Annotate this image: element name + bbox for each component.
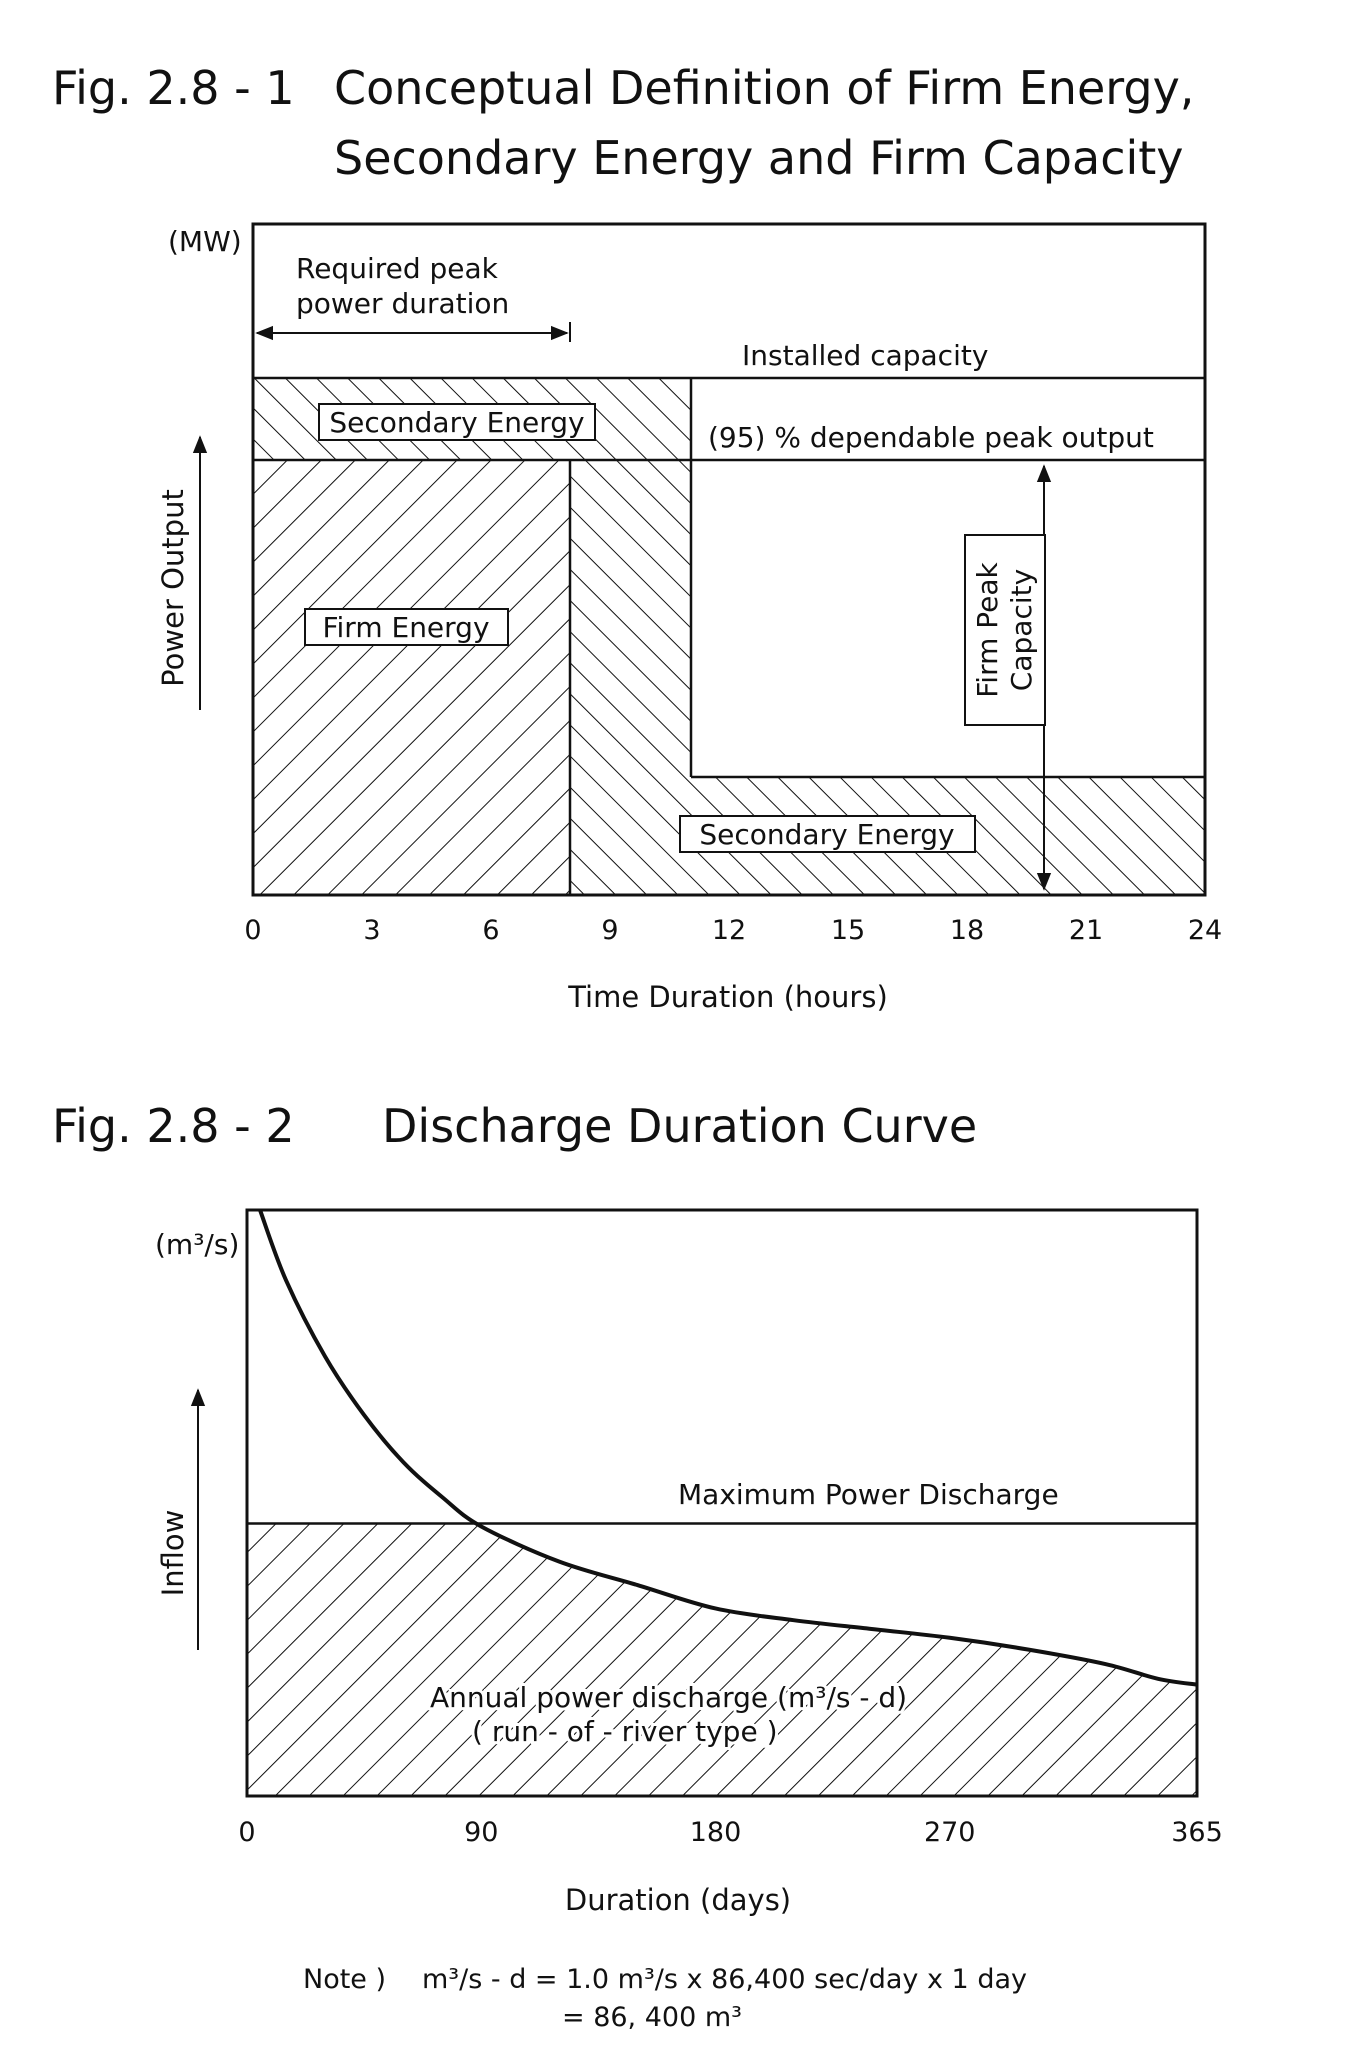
fig1-tick-label: 6: [482, 915, 499, 946]
annual-power-discharge-area: [247, 1523, 1197, 1796]
fig1-frame: [251, 222, 1207, 897]
fig1-tick-label: 18: [950, 915, 984, 946]
max-power-label: Maximum Power Discharge: [678, 1478, 1059, 1511]
annual-label-1: Annual power discharge (m³/s - d): [430, 1681, 907, 1714]
fig2-tick-label: 0: [238, 1817, 255, 1848]
fig2-x-label: Duration (days): [565, 1883, 791, 1917]
secondary-bottom-box: [679, 815, 976, 853]
installed-capacity-label: Installed capacity: [742, 339, 988, 372]
firm-energy-area: [253, 460, 570, 895]
fig2-tick-label: 90: [464, 1817, 498, 1848]
firm-peak-box: [964, 534, 1046, 726]
fig2-tick-label: 365: [1171, 1817, 1223, 1848]
dependable-output-label: (95) % dependable peak output: [708, 421, 1154, 454]
fig1-tick-label: 0: [244, 915, 261, 946]
note-line1: m³/s - d = 1.0 m³/s x 86,400 sec/day x 1…: [422, 1964, 1027, 1995]
fig1-tick-label: 24: [1188, 915, 1222, 946]
secondary-energy-mid-area: [570, 460, 691, 895]
secondary-top-label: Secondary Energy: [329, 406, 584, 439]
note-label: Note ): [303, 1964, 386, 1995]
fig2-x-ticks: 0 90 180 270 365: [238, 1817, 1222, 1848]
fig1-y-label: Power Output: [156, 489, 190, 687]
fig1-tick-label: 12: [712, 915, 746, 946]
fig2-y-label: Inflow: [156, 1510, 190, 1597]
fig1-title-line2: Secondary Energy and Firm Capacity: [334, 131, 1184, 185]
required-peak-label-2: power duration: [296, 287, 509, 320]
note-line2: = 86, 400 m³: [562, 2002, 742, 2033]
discharge-duration-curve: [258, 1209, 1198, 1687]
secondary-top-box: [318, 403, 596, 441]
firm-peak-label-1: Firm Peak: [971, 561, 1004, 697]
fig1-title-line1: Conceptual Definition of Firm Energy,: [334, 61, 1194, 115]
fig1-tick-label: 15: [831, 915, 865, 946]
fig2-number: Fig. 2.8 - 2: [52, 1099, 295, 1153]
firm-energy-box: [304, 608, 509, 646]
required-peak-label-1: Required peak: [296, 252, 499, 285]
fig1-number: Fig. 2.8 - 1: [52, 61, 295, 115]
fig1-tick-label: 3: [363, 915, 380, 946]
fig2-tick-label: 270: [924, 1817, 976, 1848]
fig2-tick-label: 180: [690, 1817, 742, 1848]
fig1-x-label: Time Duration (hours): [567, 980, 888, 1014]
fig1-x-ticks: 0 3 6 9 12 15 18 21 24: [244, 915, 1222, 946]
firm-peak-label-2: Capacity: [1005, 569, 1038, 691]
fig2-title: Discharge Duration Curve: [382, 1099, 977, 1153]
fig1-unit: (MW): [168, 225, 242, 258]
fig2-unit: (m³/s): [155, 1228, 239, 1261]
secondary-bottom-label: Secondary Energy: [699, 818, 954, 851]
fig2-frame: [245, 1208, 1199, 1798]
firm-energy-label: Firm Energy: [322, 611, 489, 644]
fig1-tick-label: 21: [1069, 915, 1103, 946]
fig1-tick-label: 9: [601, 915, 618, 946]
annual-label-2: ( run - of - river type ): [472, 1715, 778, 1748]
